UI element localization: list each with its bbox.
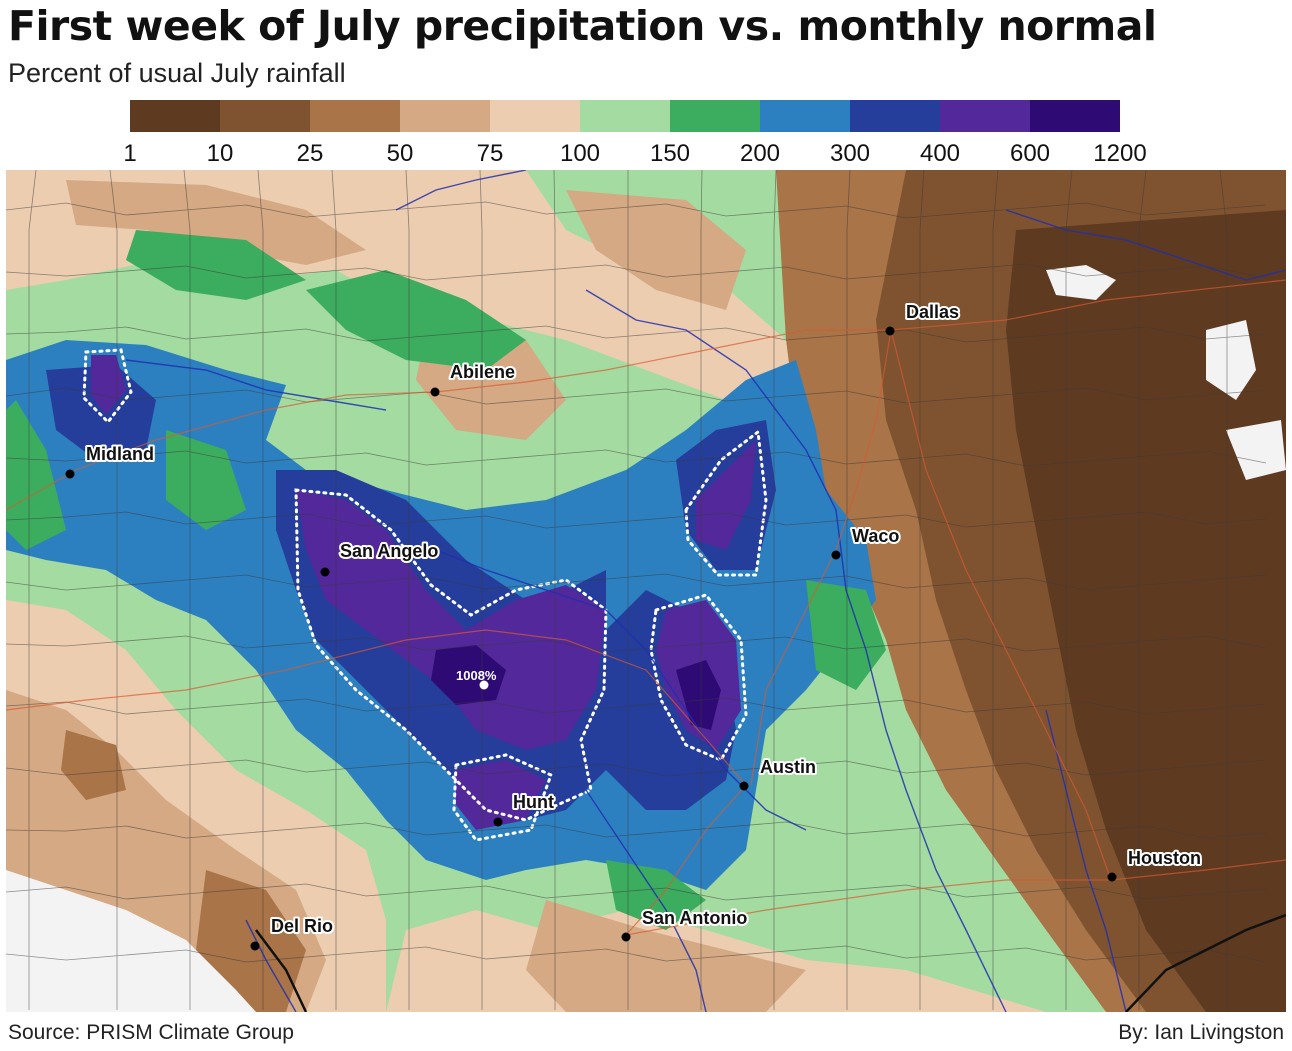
legend-tick-label: 150	[649, 140, 691, 167]
region-600pct	[91, 355, 756, 830]
city-dot	[65, 469, 75, 479]
legend-swatch	[760, 100, 850, 132]
city-label: Waco	[852, 526, 899, 546]
rivers	[125, 170, 1286, 1012]
byline: By: Ian Livingston	[1118, 1021, 1284, 1044]
city-label: Austin	[760, 757, 816, 777]
chart-subtitle: Percent of usual July rainfall	[8, 58, 346, 88]
city-label: Abilene	[450, 362, 515, 382]
chart-title: First week of July precipitation vs. mon…	[8, 2, 1157, 50]
city-dot	[831, 550, 841, 560]
city-dot	[739, 781, 749, 791]
legend-color-scale	[130, 100, 1120, 132]
legend-tick-label: 50	[386, 140, 414, 167]
legend-swatch	[400, 100, 490, 132]
contour-400pct	[294, 488, 608, 822]
city-dot	[885, 326, 895, 336]
region-1200pct	[431, 645, 721, 730]
region-no-data-mexico	[6, 870, 256, 1012]
city-dot	[320, 567, 330, 577]
legend-tick-label: 10	[206, 140, 234, 167]
city-label: Midland	[86, 444, 154, 464]
legend-swatch	[130, 100, 220, 132]
contour-400pct-austin	[649, 593, 748, 762]
legend-tick-label: 200	[739, 140, 781, 167]
city-label: San Antonio	[642, 908, 747, 928]
legend-tick-label: 300	[829, 140, 871, 167]
state-border	[255, 913, 1286, 1012]
city-dot	[493, 817, 503, 827]
city-dot	[430, 387, 440, 397]
region-darkbrown-west	[61, 730, 306, 1012]
legend-tick-label: 75	[476, 140, 504, 167]
city-label: Hunt	[513, 792, 554, 812]
legend-tick-label: 100	[559, 140, 601, 167]
contour-400pct-hunt	[452, 753, 553, 842]
city-markers: Dallas Abilene Midland San Angelo Waco Austin…	[65, 300, 1203, 951]
legend-tick-label: 400	[919, 140, 961, 167]
region-no-data-east	[1046, 265, 1286, 480]
contour-400pct-waco	[684, 429, 768, 577]
source-credit: Source: PRISM Climate Group	[8, 1021, 294, 1044]
highways	[6, 279, 1286, 936]
region-brown-south	[526, 900, 806, 1012]
legend-swatch	[310, 100, 400, 132]
precipitation-map: Dallas Abilene Midland San Angelo Waco Austin…	[6, 170, 1286, 1012]
legend-swatch	[1030, 100, 1120, 132]
legend-swatch	[220, 100, 310, 132]
city-dot	[250, 941, 260, 951]
city-label: Dallas	[906, 302, 959, 322]
city-label: Del Rio	[271, 916, 333, 936]
legend-tick-label: 25	[296, 140, 324, 167]
legend-tick-label: 600	[1009, 140, 1051, 167]
legend-tick-label: 1	[123, 140, 137, 167]
map-canvas: Dallas Abilene Midland San Angelo Waco Austin…	[6, 170, 1286, 1012]
legend-swatch	[580, 100, 670, 132]
legend-tick-labels: 1 10 25 50 75 100 150 200 300 400 600 1200	[0, 140, 1292, 170]
legend-swatch	[670, 100, 760, 132]
legend-swatch	[490, 100, 580, 132]
legend-swatch	[940, 100, 1030, 132]
county-boundaries	[6, 170, 1267, 1010]
city-dot	[1107, 872, 1117, 882]
legend-swatch	[850, 100, 940, 132]
contour-400pct-midland	[82, 348, 133, 425]
city-label: Houston	[1128, 848, 1201, 868]
city-label: San Angelo	[340, 541, 438, 561]
city-dot	[621, 932, 631, 942]
max-value-marker	[479, 680, 489, 690]
legend-tick-label: 1200	[1093, 140, 1147, 167]
region-extremely-dry-east	[1006, 210, 1286, 1012]
max-value-label: 1008%	[456, 668, 497, 683]
